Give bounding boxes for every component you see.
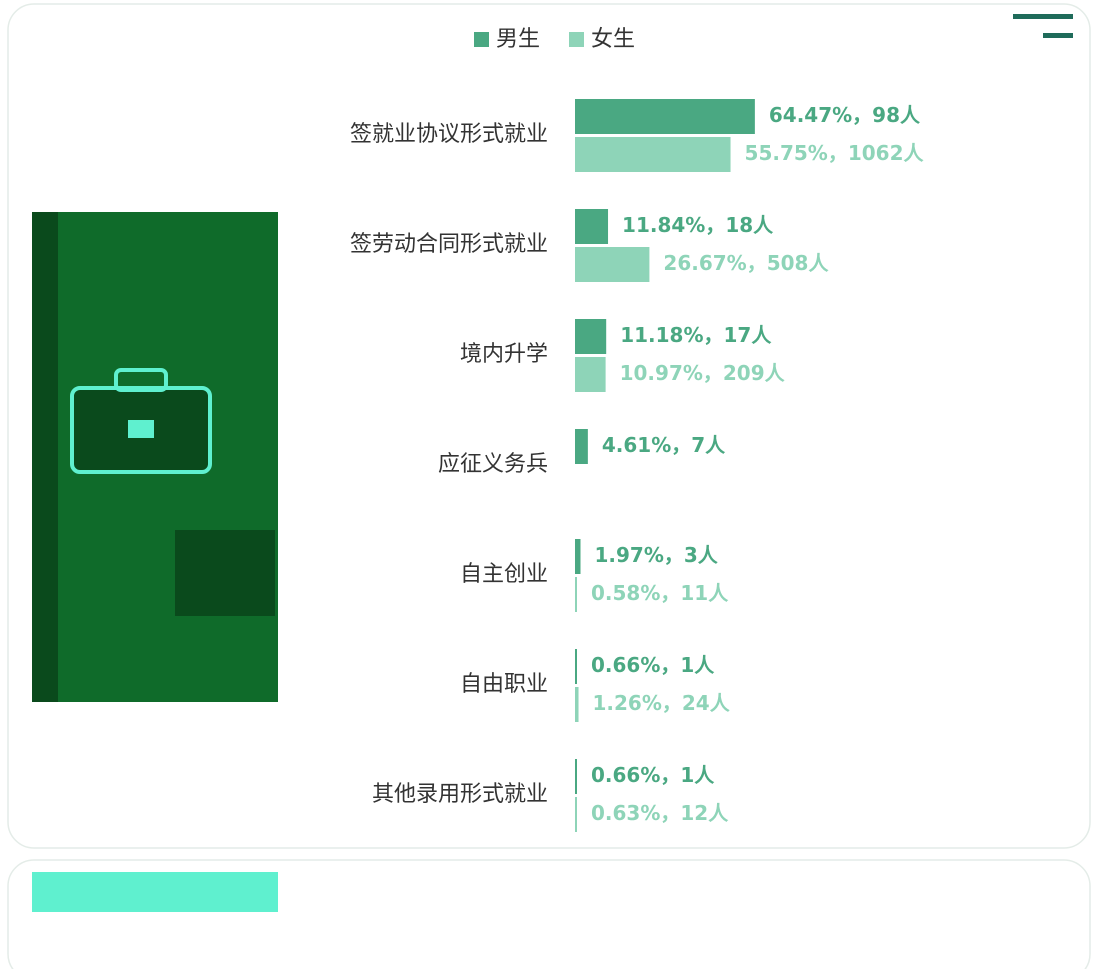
value-label: 4.61%，7人 bbox=[602, 433, 726, 457]
value-label: 0.58%，11人 bbox=[591, 581, 729, 605]
bar bbox=[575, 99, 755, 134]
value-label: 0.66%，1人 bbox=[591, 763, 715, 787]
illustration-block bbox=[175, 530, 275, 616]
illustration-next bbox=[32, 872, 278, 912]
bar bbox=[575, 797, 577, 832]
page: 男生 女生 签就业协议形式就业 64.47%，98人 55.75%，1062人签劳动合… bbox=[0, 0, 1097, 969]
category-label: 签劳动合同形式就业 bbox=[350, 232, 548, 257]
category-label: 自主创业 bbox=[460, 562, 548, 587]
bar bbox=[575, 429, 588, 464]
legend-swatch bbox=[474, 32, 489, 47]
legend-label: 女生 bbox=[591, 27, 635, 52]
value-label: 11.18%，17人 bbox=[620, 323, 772, 347]
bar bbox=[575, 209, 608, 244]
briefcase-lock bbox=[128, 420, 154, 438]
bar bbox=[575, 759, 577, 794]
value-label: 11.84%，18人 bbox=[622, 213, 774, 237]
value-label: 26.67%，508人 bbox=[663, 251, 829, 275]
bar bbox=[575, 357, 606, 392]
legend-label: 男生 bbox=[496, 27, 540, 52]
value-label: 1.97%，3人 bbox=[594, 543, 718, 567]
value-label: 0.66%，1人 bbox=[591, 653, 715, 677]
bar bbox=[575, 577, 577, 612]
bar bbox=[575, 247, 649, 282]
value-label: 55.75%，1062人 bbox=[745, 141, 925, 165]
value-label: 1.26%，24人 bbox=[593, 691, 731, 715]
menu-line bbox=[1013, 14, 1073, 19]
category-label: 签就业协议形式就业 bbox=[350, 122, 548, 147]
category-label: 自由职业 bbox=[460, 672, 548, 697]
category-label: 其他录用形式就业 bbox=[372, 782, 548, 807]
category-label: 境内升学 bbox=[460, 342, 548, 367]
legend-swatch bbox=[569, 32, 584, 47]
bar bbox=[575, 539, 580, 574]
value-label: 0.63%，12人 bbox=[591, 801, 729, 825]
bar bbox=[575, 687, 579, 722]
menu-line bbox=[1043, 33, 1073, 38]
bar bbox=[575, 137, 731, 172]
value-label: 64.47%，98人 bbox=[769, 103, 921, 127]
bar bbox=[575, 319, 606, 354]
category-label: 应征义务兵 bbox=[438, 452, 548, 477]
illustration-edge bbox=[32, 212, 58, 702]
bar bbox=[575, 649, 577, 684]
value-label: 10.97%，209人 bbox=[620, 361, 786, 385]
